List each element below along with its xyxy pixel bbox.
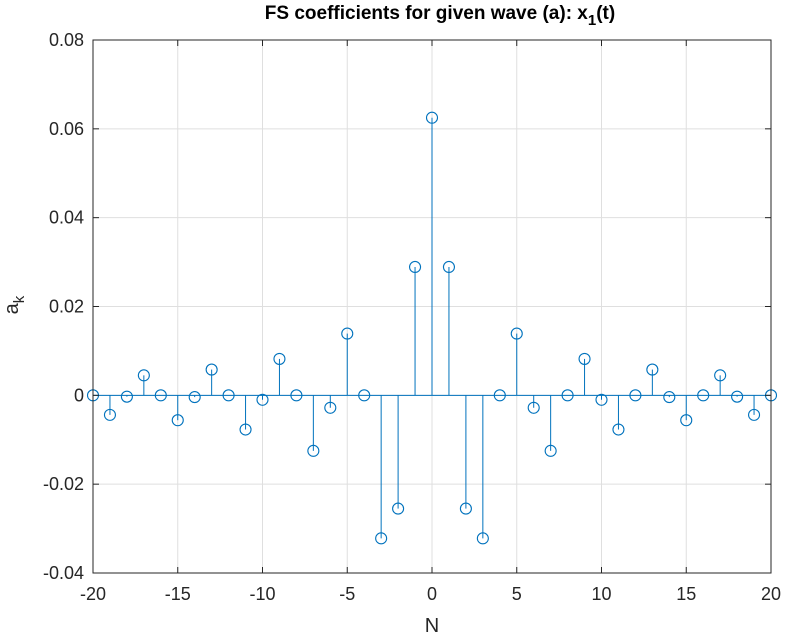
y-tick-label: 0: [74, 385, 84, 405]
stem-marker: [476, 532, 489, 545]
ticks: [92, 39, 772, 574]
stem-marker: [137, 369, 150, 382]
stem-marker: [375, 532, 388, 545]
x-tick-label: 10: [591, 584, 611, 604]
x-tick-label: -5: [339, 584, 355, 604]
stem-marker: [561, 389, 574, 402]
stem-marker: [290, 389, 303, 402]
stem-marker: [324, 401, 337, 414]
stem-marker: [222, 389, 235, 402]
stem-marker: [646, 363, 659, 376]
stem-marker: [697, 389, 710, 402]
y-tick-label: -0.04: [43, 563, 84, 583]
stem-marker: [578, 352, 591, 365]
y-tick-label: 0.02: [49, 297, 84, 317]
stem-marker: [341, 327, 354, 340]
stem-marker: [358, 389, 371, 402]
stem-marker: [256, 393, 269, 406]
stem-marker: [629, 389, 642, 402]
stem-marker: [239, 423, 252, 436]
stem-marker: [103, 408, 116, 421]
stem-marker: [544, 444, 557, 457]
y-tick-label: 0.06: [49, 119, 84, 139]
x-axis-label: N: [425, 615, 439, 635]
stem-marker: [273, 352, 286, 365]
stem-marker: [307, 444, 320, 457]
stem-marker: [714, 369, 727, 382]
x-tick-label: 20: [761, 584, 781, 604]
stem-marker: [459, 502, 472, 515]
ylabel-main: a: [1, 302, 23, 314]
x-tick-label: 0: [427, 584, 437, 604]
stem-marker: [442, 260, 456, 274]
title-main: FS coefficients for given wave (a): x: [265, 3, 589, 24]
stem-marker: [154, 389, 167, 402]
stem-marker: [425, 111, 439, 124]
x-tick-label: 5: [512, 584, 522, 604]
x-tick-label: -20: [80, 584, 106, 604]
y-tick-label: -0.02: [43, 474, 84, 494]
stem-marker: [510, 327, 523, 340]
title-subscript: 1: [588, 12, 596, 29]
title-tail: (t): [596, 3, 615, 24]
y-axis-label: ak: [1, 295, 28, 314]
ylabel-subscript: k: [11, 295, 28, 303]
stem-marker: [747, 408, 761, 421]
stem-marker: [493, 389, 506, 402]
y-tick-label: 0.04: [49, 208, 84, 228]
stems: [86, 111, 778, 545]
x-tick-label: -10: [249, 584, 275, 604]
stem-marker: [120, 390, 133, 403]
y-tick-label: 0.08: [49, 30, 84, 50]
chart-title: FS coefficients for given wave (a): x1(t…: [265, 3, 615, 29]
stem-marker: [595, 393, 608, 406]
stem-marker: [188, 391, 201, 404]
stem-marker: [612, 423, 625, 436]
stem-marker: [731, 390, 744, 403]
x-tick-labels: -20 -15 -10 -5 0 5 10 15 20: [80, 584, 781, 604]
stem-marker: [392, 502, 405, 515]
stem-marker: [527, 401, 540, 414]
stem-marker: [205, 363, 218, 376]
stem-marker: [680, 414, 693, 427]
stem-marker: [663, 391, 676, 404]
stem-marker: [408, 260, 422, 274]
y-tick-labels: -0.04 -0.02 0 0.02 0.04 0.06 0.08: [43, 30, 84, 583]
x-tick-label: 15: [676, 584, 696, 604]
x-tick-label: -15: [165, 584, 191, 604]
stem-marker: [171, 414, 184, 427]
